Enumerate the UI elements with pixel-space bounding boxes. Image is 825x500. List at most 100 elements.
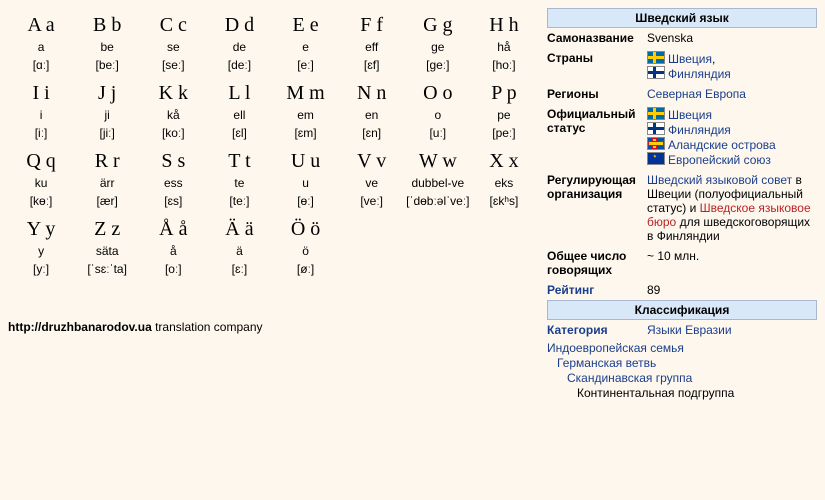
eu-flag-icon (647, 152, 665, 165)
letter-ipa: [ɵː] (273, 192, 339, 212)
letter-big: B b (74, 8, 140, 38)
letter-big: Q q (8, 144, 74, 174)
link-tax3[interactable]: Скандинавская группа (567, 371, 692, 385)
letter-ipa: [peː] (471, 124, 537, 144)
letter-name: y (8, 242, 74, 260)
letter-ipa: [oː] (140, 260, 206, 280)
link-finland[interactable]: Финляндия (668, 67, 731, 81)
letter-big: I i (8, 76, 74, 106)
countries-key: Страны (547, 51, 647, 81)
letter-name: ärr (74, 174, 140, 192)
letter-name: e (273, 38, 339, 56)
letter-big: Å å (140, 212, 206, 242)
letter-big: P p (471, 76, 537, 106)
letter-big: R r (74, 144, 140, 174)
letter-big: N n (339, 76, 405, 106)
letter-name: eks (471, 174, 537, 192)
letter-ipa: [veː] (339, 192, 405, 212)
letter-name: o (405, 106, 471, 124)
infobox-title: Шведский язык (547, 8, 817, 28)
regions-key: Регионы (547, 87, 647, 101)
letter-big (471, 212, 537, 242)
link-tax2[interactable]: Германская ветвь (557, 356, 656, 370)
link-regions[interactable]: Северная Европа (647, 87, 746, 101)
letter-name: säta (74, 242, 140, 260)
letter-name (405, 242, 471, 260)
cat-key[interactable]: Категория (547, 323, 608, 337)
letter-big: X x (471, 144, 537, 174)
letter-big: J j (74, 76, 140, 106)
letter-name: ess (140, 174, 206, 192)
total-val: ~ 10 млн. (647, 249, 817, 277)
letter-name: ä (206, 242, 272, 260)
letter-ipa: [ɛkʰs] (471, 192, 537, 212)
regul-val: Шведский языковой совет в Швеции (полуоф… (647, 173, 817, 243)
link-off-eu[interactable]: Европейский союз (668, 153, 771, 167)
letter-name: u (273, 174, 339, 192)
letter-ipa: [ɛm] (273, 124, 339, 144)
letter-ipa: [ɛl] (206, 124, 272, 144)
letter-big: L l (206, 76, 272, 106)
class-header: Классификация (547, 300, 817, 320)
finland-flag-icon (647, 66, 665, 79)
footer: http://druzhbanarodov.ua translation com… (8, 320, 537, 334)
letter-ipa: [eː] (273, 56, 339, 76)
letter-big: G g (405, 8, 471, 38)
link-tax1[interactable]: Индоевропейская семья (547, 341, 684, 355)
letter-name: em (273, 106, 339, 124)
letter-name: i (8, 106, 74, 124)
letter-name: ku (8, 174, 74, 192)
letter-ipa: [uː] (405, 124, 471, 144)
official-key: Официальный статус (547, 107, 647, 167)
letter-ipa: [geː] (405, 56, 471, 76)
letter-ipa: [ær] (74, 192, 140, 212)
letter-ipa: [ˈdɵbːəlˈveː] (405, 192, 471, 212)
letter-big: T t (206, 144, 272, 174)
letter-ipa: [yː] (8, 260, 74, 280)
letter-big: V v (339, 144, 405, 174)
letter-name: ge (405, 38, 471, 56)
letter-ipa: [hoː] (471, 56, 537, 76)
letter-name: ell (206, 106, 272, 124)
letter-big: M m (273, 76, 339, 106)
letter-ipa: [ˈsɛːˈta] (74, 260, 140, 280)
link-cat[interactable]: Языки Евразии (647, 323, 732, 337)
letter-name: be (74, 38, 140, 56)
letter-big: O o (405, 76, 471, 106)
link-sweden[interactable]: Швеция (668, 52, 712, 66)
letter-name: se (140, 38, 206, 56)
aland-flag-icon (647, 137, 665, 150)
letter-name: ve (339, 174, 405, 192)
letter-ipa: [jiː] (74, 124, 140, 144)
link-council[interactable]: Шведский языковой совет (647, 173, 792, 187)
letter-big: K k (140, 76, 206, 106)
letter-ipa: [deː] (206, 56, 272, 76)
letter-big: E e (273, 8, 339, 38)
letter-big (405, 212, 471, 242)
letter-big: D d (206, 8, 272, 38)
footer-text: translation company (152, 320, 263, 334)
rank-key[interactable]: Рейтинг (547, 283, 594, 297)
letter-name: de (206, 38, 272, 56)
letter-big: H h (471, 8, 537, 38)
letter-ipa: [seː] (140, 56, 206, 76)
link-off-fi[interactable]: Финляндия (668, 123, 731, 137)
letter-ipa: [ɛn] (339, 124, 405, 144)
link-off-ax[interactable]: Аландские острова (668, 138, 776, 152)
letter-name (471, 242, 537, 260)
letter-name (339, 242, 405, 260)
sweden-flag-icon (647, 107, 665, 120)
letter-big: F f (339, 8, 405, 38)
letter-ipa: [teː] (206, 192, 272, 212)
letter-big (339, 212, 405, 242)
letter-big: A a (8, 8, 74, 38)
letter-ipa: [ɑː] (8, 56, 74, 76)
link-off-se[interactable]: Швеция (668, 108, 712, 122)
tax4: Континентальная подгруппа (577, 386, 817, 400)
letter-ipa: [beː] (74, 56, 140, 76)
letter-name: ji (74, 106, 140, 124)
footer-url[interactable]: http://druzhbanarodov.ua (8, 320, 152, 334)
letter-big: Ä ä (206, 212, 272, 242)
letter-ipa (405, 260, 471, 280)
selfname-key: Самоназвание (547, 31, 647, 45)
